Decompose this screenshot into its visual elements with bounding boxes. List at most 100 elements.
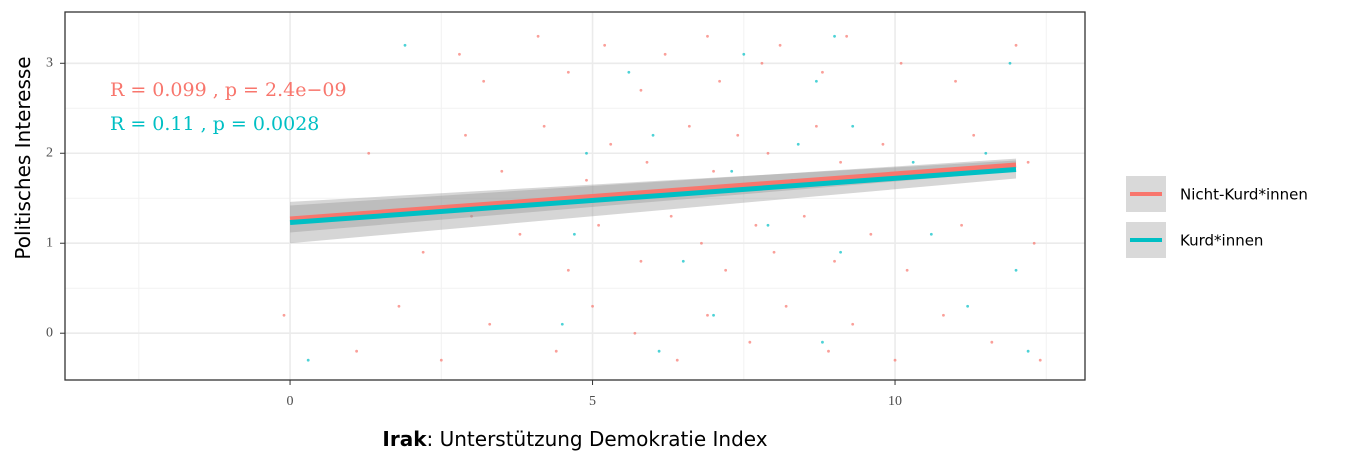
point [851,124,855,128]
point [851,322,855,326]
point [718,79,721,83]
point [778,43,782,47]
point [724,268,728,272]
point [591,304,594,308]
point [911,160,915,164]
point [1014,268,1018,272]
point [899,61,903,65]
x-tick-label: 10 [888,394,902,409]
point [1026,349,1030,353]
point [814,124,818,128]
point [1026,160,1030,164]
point [1038,358,1042,362]
y-axis-label: Politisches Interesse [11,56,35,259]
point [893,358,897,362]
point [736,133,740,137]
point [651,133,655,137]
point [663,52,667,56]
point [657,349,661,353]
point [367,151,371,155]
x-label-rest: : Unterstützung Demokratie Index [427,427,768,451]
point [597,223,600,227]
point [645,160,649,164]
point [845,34,849,38]
point [633,331,637,335]
y-tick-label: 3 [46,56,53,71]
point [306,358,310,362]
point [542,124,546,128]
point [500,169,504,173]
point [760,61,764,65]
plot-area [65,12,1085,380]
point [566,268,570,272]
point [833,34,836,38]
point [536,34,540,38]
point [488,322,492,326]
point [421,250,425,254]
point [355,349,359,353]
point [869,232,873,236]
point [712,169,715,173]
x-axis-label: Irak: Unterstützung Demokratie Index [382,427,767,451]
point [585,178,588,182]
point [784,304,788,308]
y-tick-label: 2 [46,145,53,160]
point [814,79,818,83]
point [706,313,709,317]
point [881,142,885,146]
point [748,340,752,344]
point [796,142,800,146]
point [1008,61,1012,65]
point [439,358,443,362]
point [833,259,836,263]
point [821,70,824,74]
annotation: R = 0.099 , p = 2.4e−09 [110,79,347,101]
point [560,322,564,326]
point [639,259,643,263]
point [482,79,486,83]
point [966,304,970,308]
point [518,232,522,236]
point [929,232,933,236]
point [700,241,703,245]
point [681,259,685,263]
x-tick-label: 5 [589,394,596,409]
point [772,250,776,254]
point [712,313,715,317]
legend-label: Kurd*innen [1180,232,1263,250]
fit-line [289,166,1017,226]
y-tick-label: 0 [46,325,53,340]
point [839,250,842,254]
point [754,223,758,227]
point [609,142,613,146]
point [730,169,734,173]
point [1032,241,1036,245]
point [282,313,286,317]
point [554,349,558,353]
point [984,151,988,155]
point [802,214,806,218]
point [464,133,467,137]
point [960,223,963,227]
point [403,43,407,47]
point [397,304,401,308]
x-label-bold: Irak [382,427,427,451]
point [470,214,473,218]
point [639,88,643,92]
point [627,70,631,74]
point [687,124,691,128]
point [572,232,576,236]
point [585,151,588,155]
point [942,313,945,317]
point [972,133,976,137]
point [766,223,770,227]
y-tick-label: 1 [46,235,53,250]
point [566,70,570,74]
plot-border [64,11,1086,381]
point [603,43,607,47]
point [821,340,824,344]
point [458,52,461,56]
point [675,358,679,362]
point [766,151,770,155]
